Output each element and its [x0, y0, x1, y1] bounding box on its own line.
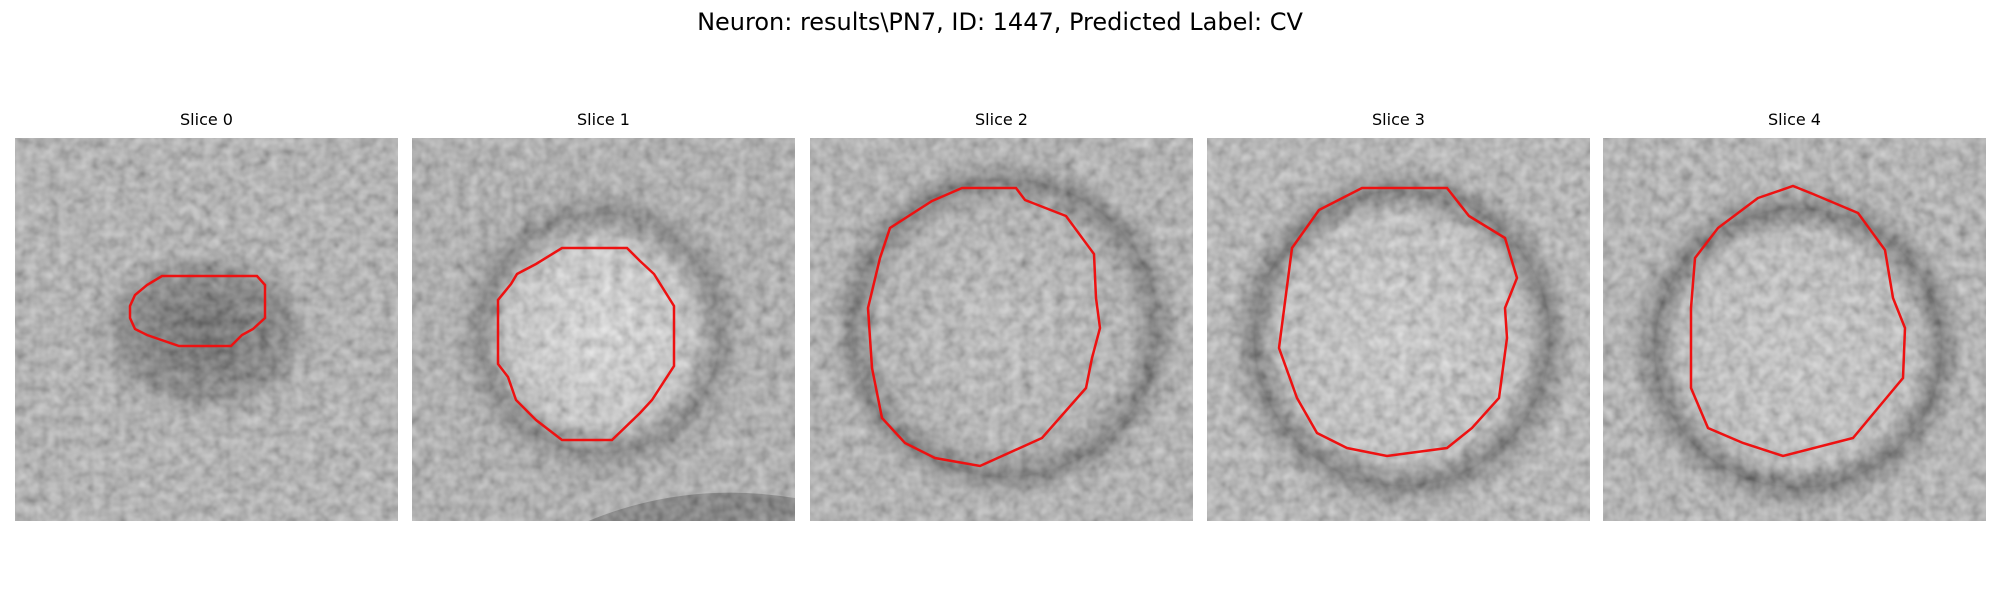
contour-outline: [866, 186, 1102, 468]
figure-title: Neuron: results\PN7, ID: 1447, Predicted…: [697, 8, 1303, 36]
slice-panel-4: Slice 4: [1603, 110, 1986, 521]
microscopy-slice-image: [1207, 138, 1590, 521]
slice-title: Slice 2: [975, 110, 1028, 129]
microscopy-slice-image: [412, 138, 795, 521]
contour-outline: [128, 274, 267, 348]
microscopy-slice-image: [15, 138, 398, 521]
microscopy-slice-image: [810, 138, 1193, 521]
contour-outline: [1277, 186, 1519, 458]
contour-outline: [1689, 184, 1907, 458]
slice-panel-0: Slice 0: [15, 110, 398, 521]
slice-title: Slice 4: [1768, 110, 1821, 129]
slice-panel-3: Slice 3: [1207, 110, 1590, 521]
slice-title: Slice 0: [180, 110, 233, 129]
slice-panel-2: Slice 2: [810, 110, 1193, 521]
slice-panel-1: Slice 1: [412, 110, 795, 521]
microscopy-slice-image: [1603, 138, 1986, 521]
slice-title: Slice 1: [577, 110, 630, 129]
slice-title: Slice 3: [1372, 110, 1425, 129]
contour-outline: [496, 246, 676, 442]
